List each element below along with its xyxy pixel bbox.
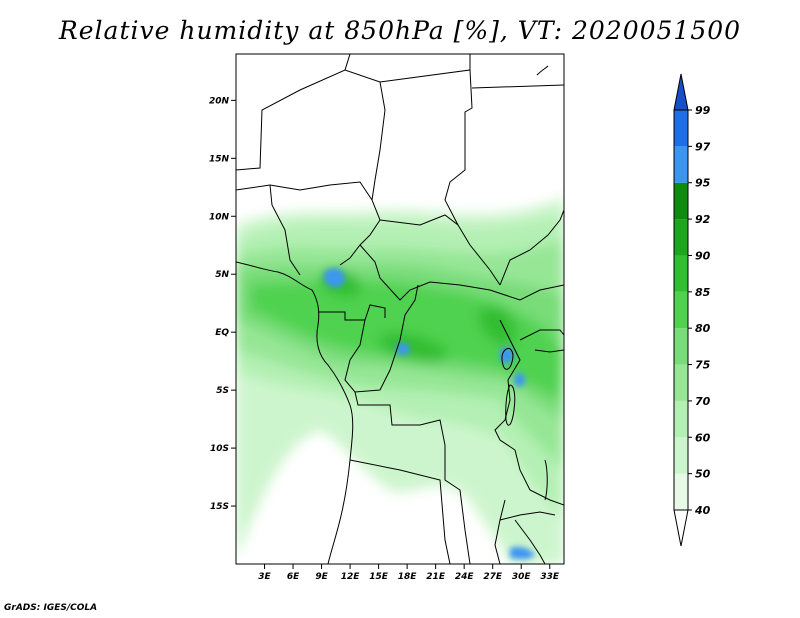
lake-outline — [536, 65, 549, 76]
border-line — [494, 499, 506, 564]
colorbar-bin — [674, 146, 688, 183]
lon-label: 6E — [287, 572, 300, 582]
lat-label: EQ — [215, 328, 229, 338]
colorbar-label: 85 — [695, 286, 711, 299]
lat-label: 5S — [216, 386, 229, 396]
lon-label: 24E — [455, 572, 475, 582]
lat-label: 5N — [215, 270, 229, 280]
colorbar-bin — [674, 182, 688, 220]
lon-label: 12E — [341, 572, 361, 582]
colorbar-over-arrow — [673, 73, 689, 111]
colorbar-bin — [674, 437, 688, 474]
border-line — [344, 54, 351, 71]
humidity-contours — [236, 195, 564, 564]
colorbar-bin — [674, 400, 688, 438]
border-line — [349, 459, 451, 564]
colorbar-frame — [673, 109, 689, 511]
colorbar-bin — [674, 255, 688, 292]
border-line — [499, 209, 564, 286]
colorbar-label: 50 — [695, 468, 711, 481]
lon-label: 27E — [483, 572, 503, 582]
chart-title: Relative humidity at 850hPa [%], VT: 202… — [58, 16, 742, 45]
lon-label: 30E — [512, 572, 532, 582]
colorbar-label: 92 — [695, 213, 711, 226]
colorbar-bin — [674, 110, 688, 147]
colorbar-bin — [674, 364, 688, 401]
lake-outline — [501, 347, 514, 370]
border-line — [499, 511, 556, 521]
colorbar-label: 97 — [695, 140, 711, 153]
lon-label: 18E — [398, 572, 418, 582]
colorbar-under-arrow — [673, 509, 689, 547]
colorbar-label: 95 — [695, 177, 711, 190]
border-line — [354, 391, 471, 564]
lon-label: 9E — [315, 572, 328, 582]
lat-label: 10N — [209, 212, 230, 222]
humidity-field — [236, 195, 564, 564]
lat-label: 20N — [209, 96, 230, 106]
border-line — [494, 319, 521, 451]
colorbar-label: 60 — [695, 431, 711, 444]
colorbar-label: 75 — [695, 359, 711, 372]
colorbar-bin — [674, 473, 688, 510]
colorbar-bin — [674, 291, 688, 329]
lat-label: 15S — [210, 502, 229, 512]
border-line — [379, 214, 501, 286]
border-line — [344, 284, 419, 393]
grads-credit: GrADS: IGES/COLA — [4, 603, 98, 613]
latitude-axis: 20N 15N 10N 5N EQ 5S 10S 15S — [209, 96, 236, 512]
colorbar-labels: 40 50 60 70 75 80 85 90 92 95 97 99 — [688, 104, 711, 517]
colorbar-label: 80 — [695, 322, 711, 335]
coastline — [236, 261, 354, 564]
border-line — [236, 69, 386, 201]
border-line — [519, 329, 564, 341]
lat-label: 10S — [210, 444, 229, 454]
border-line — [514, 449, 564, 506]
colorbar-label: 90 — [695, 249, 711, 262]
lake-outline — [544, 459, 548, 501]
border-line — [514, 519, 546, 564]
lon-label: 33E — [540, 572, 560, 582]
colorbar-bin — [674, 328, 688, 365]
colorbar-label: 40 — [694, 504, 711, 517]
colorbar-bin — [674, 219, 688, 256]
border-line — [471, 84, 564, 89]
lon-label: 3E — [258, 572, 271, 582]
border-line — [236, 181, 381, 266]
lake-outline — [505, 384, 516, 426]
lon-label: 21E — [426, 572, 446, 582]
longitude-axis: 3E 6E 9E 12E 15E 18E 21E 24E 27E 30E 33E — [258, 564, 560, 582]
lon-label: 15E — [369, 572, 389, 582]
country-borders — [236, 54, 564, 564]
lat-label: 15N — [209, 154, 230, 164]
colorbar-label: 99 — [695, 104, 711, 117]
border-line — [534, 349, 564, 353]
border-line — [269, 184, 301, 276]
colorbar-label: 70 — [695, 395, 711, 408]
border-line — [379, 69, 473, 226]
map-frame — [235, 53, 565, 565]
colorbar-bins — [673, 73, 689, 547]
border-line — [359, 244, 564, 301]
